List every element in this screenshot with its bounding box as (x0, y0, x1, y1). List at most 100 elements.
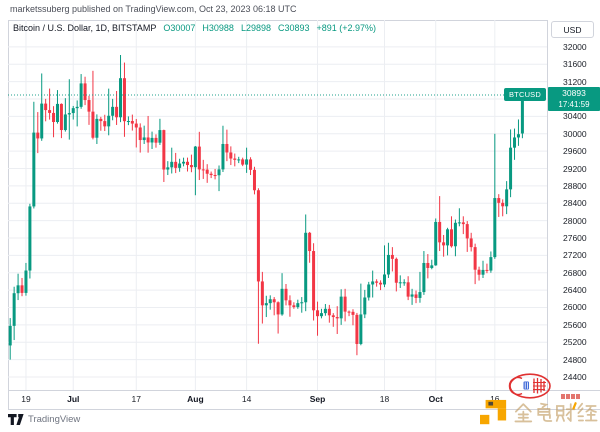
candle-body (469, 238, 473, 248)
price-axis-separator[interactable] (547, 20, 548, 410)
candle (442, 234, 446, 257)
candle (449, 216, 453, 248)
candle (339, 289, 343, 325)
time-axis-separator[interactable] (8, 390, 600, 391)
candlestick-plot[interactable] (8, 20, 547, 390)
candle-body (59, 103, 63, 131)
candle (24, 262, 28, 296)
candle-body (453, 222, 457, 247)
candle-body (493, 198, 497, 258)
candle (87, 95, 91, 125)
candle-body (48, 110, 52, 113)
candle-body (402, 282, 406, 284)
candle-body (461, 222, 465, 225)
candle (229, 146, 233, 166)
candle (394, 257, 398, 292)
candle (55, 90, 59, 124)
candle-body (252, 169, 256, 191)
candle-body (75, 106, 79, 109)
candle-body (359, 314, 363, 344)
candle (166, 161, 170, 176)
candle-body (229, 152, 233, 159)
candle-body (343, 296, 347, 312)
candle (264, 295, 268, 318)
candle-body (371, 281, 375, 285)
candle-body (162, 130, 166, 170)
candle-body (319, 313, 323, 317)
candle (225, 129, 229, 162)
price-tick-label: 24800 (563, 354, 587, 365)
candle (383, 245, 386, 288)
candle-body (520, 94, 524, 134)
candle (485, 263, 489, 274)
candle (406, 276, 410, 301)
candle-body (375, 281, 379, 283)
candle-body (489, 257, 493, 271)
candle-body (394, 258, 398, 283)
candle-body (363, 297, 367, 315)
candle (414, 290, 418, 304)
time-tick-label: Sep (309, 394, 326, 404)
last-price-tag: 30893 17:41:59 (548, 87, 600, 111)
tradingview-logo-text: TradingView (28, 414, 81, 425)
candle-body (256, 190, 260, 282)
candle (75, 100, 79, 127)
candle-body (509, 147, 513, 190)
price-tick-label: 25600 (563, 319, 587, 330)
candle-body (513, 137, 517, 148)
candle-body (107, 115, 111, 127)
time-tick-label: 19 (21, 394, 31, 404)
candle-body (209, 173, 213, 176)
attribution-text: marketssuberg published on TradingView.c… (10, 4, 297, 14)
ohlc-close: C30893 (277, 23, 310, 33)
last-price-value: 30893 (562, 88, 586, 98)
candle-body (268, 299, 272, 304)
candle (138, 123, 142, 153)
price-chart-canvas[interactable] (8, 20, 547, 390)
candle (477, 266, 481, 281)
symbol-tag-label: BTCUSD (508, 90, 542, 99)
candle-body (221, 143, 225, 170)
candle-body (398, 282, 402, 284)
price-tick-label: 30400 (563, 111, 587, 122)
jinse-watermark-text (514, 402, 598, 423)
candle-body (205, 169, 209, 174)
candle (363, 289, 367, 319)
tradingview-logo[interactable]: TradingView (8, 414, 80, 425)
candle (119, 55, 123, 123)
candle (237, 156, 241, 164)
candle (481, 260, 485, 278)
candle (193, 145, 197, 196)
candle-body (150, 137, 154, 143)
time-tick-label: Oct (428, 394, 443, 404)
candle (107, 88, 111, 136)
candle (99, 116, 103, 131)
candle (292, 302, 296, 309)
candle (367, 281, 371, 301)
candle-body (414, 294, 418, 298)
candle-body (174, 161, 178, 168)
candle (79, 74, 83, 109)
candle-body (288, 300, 292, 306)
candle (296, 299, 300, 309)
candle (343, 288, 347, 322)
candle-body (182, 161, 186, 164)
candle (63, 98, 67, 132)
candle (371, 270, 375, 298)
candle (256, 188, 260, 344)
candle-body (284, 288, 288, 301)
candle (323, 304, 327, 316)
currency-button[interactable]: USD (551, 21, 594, 38)
candle (142, 125, 146, 144)
candle-body (327, 308, 331, 316)
candle (16, 273, 20, 301)
candle (36, 112, 40, 154)
time-tick-label: 17 (131, 394, 141, 404)
candle (201, 159, 205, 179)
candle (111, 98, 115, 121)
candle-body (213, 175, 217, 177)
chart-left-border (8, 20, 9, 410)
candle (95, 114, 99, 144)
candle-body (497, 198, 501, 203)
